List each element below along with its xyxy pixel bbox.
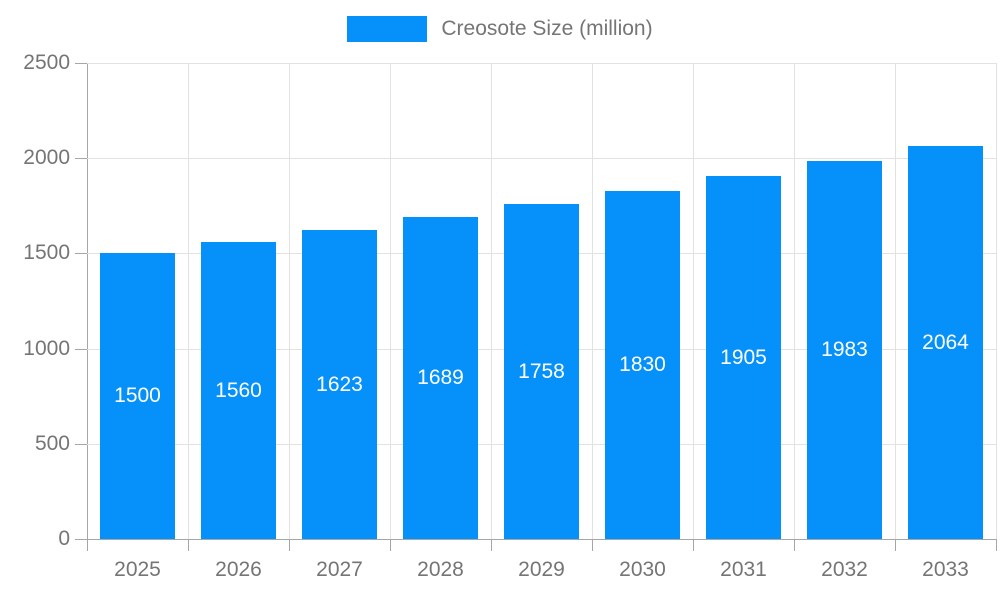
gridline-vertical	[592, 63, 593, 539]
y-axis-label: 2500	[23, 51, 70, 74]
bar-2033[interactable]: 2064	[908, 146, 983, 539]
bar-value-label: 1560	[215, 378, 262, 402]
x-axis-tick	[188, 539, 189, 551]
x-axis-tick	[895, 539, 896, 551]
x-axis-tick	[794, 539, 795, 551]
bar-2030[interactable]: 1830	[605, 191, 680, 539]
bar-2031[interactable]: 1905	[706, 176, 781, 539]
bar-2027[interactable]: 1623	[302, 230, 377, 539]
bar-value-label: 1983	[821, 338, 868, 361]
bar-value-label: 1500	[114, 384, 161, 407]
legend-item-creosote-size[interactable]: Creosote Size (million)	[347, 16, 653, 42]
x-axis-tick	[87, 539, 88, 551]
bar-2032[interactable]: 1983	[807, 161, 882, 539]
bar-value-label: 2064	[922, 330, 969, 354]
bar-2029[interactable]: 1758	[504, 204, 579, 539]
plot-area: 1500 1560 1623 1689 1758 1830 1905 1983 2064	[75, 63, 997, 551]
y-axis-label: 0	[58, 527, 70, 550]
bar-2026[interactable]: 1560	[201, 242, 276, 539]
bar-value-label: 1905	[720, 345, 767, 369]
gridline-vertical	[390, 63, 391, 539]
bar-value-label: 1689	[417, 366, 464, 389]
bar-2028[interactable]: 1689	[403, 217, 478, 539]
x-axis-tick	[491, 539, 492, 551]
gridline-vertical	[289, 63, 290, 539]
x-axis-label: 2033	[922, 558, 969, 581]
x-axis-label: 2027	[316, 558, 363, 581]
x-axis-label: 2030	[619, 558, 666, 581]
legend-swatch-icon	[347, 16, 428, 42]
y-axis-tick	[75, 158, 87, 160]
x-axis-label: 2026	[215, 558, 262, 581]
gridline-vertical	[794, 63, 795, 539]
y-axis-tick	[75, 348, 87, 350]
gridline-vertical	[491, 63, 492, 539]
bar-value-label: 1758	[518, 359, 565, 383]
y-axis-label: 2000	[23, 146, 70, 170]
gridline-vertical	[188, 63, 189, 539]
y-axis-label: 500	[34, 431, 70, 455]
gridline-vertical	[895, 63, 896, 539]
legend-label: Creosote Size (million)	[441, 17, 653, 40]
x-axis-label: 2029	[518, 558, 565, 581]
x-axis-tick	[390, 539, 391, 551]
y-axis-tick	[75, 253, 87, 255]
bar-2025[interactable]: 1500	[100, 253, 175, 539]
y-axis-label: 1000	[23, 336, 70, 360]
x-axis-label: 2031	[720, 558, 767, 581]
bar-value-label: 1830	[619, 353, 666, 376]
y-axis-tick	[75, 443, 87, 445]
gridline-vertical	[996, 63, 997, 539]
y-axis-tick	[75, 63, 87, 64]
x-axis-label: 2025	[114, 558, 161, 581]
chart-legend: Creosote Size (million)	[0, 16, 1000, 42]
y-axis-tick	[75, 539, 87, 540]
y-axis-line	[87, 63, 88, 539]
x-axis-label: 2032	[821, 558, 868, 581]
y-axis-label: 1500	[23, 241, 70, 265]
x-axis-tick	[289, 539, 290, 551]
x-axis-line	[87, 539, 996, 540]
x-axis-label: 2028	[417, 558, 464, 581]
bar-value-label: 1623	[316, 372, 363, 396]
gridline-vertical	[693, 63, 694, 539]
gridline-horizontal	[87, 63, 996, 64]
x-axis-tick	[996, 539, 997, 551]
x-axis-tick	[693, 539, 694, 551]
x-axis-tick	[592, 539, 593, 551]
gridline-horizontal	[87, 158, 996, 160]
